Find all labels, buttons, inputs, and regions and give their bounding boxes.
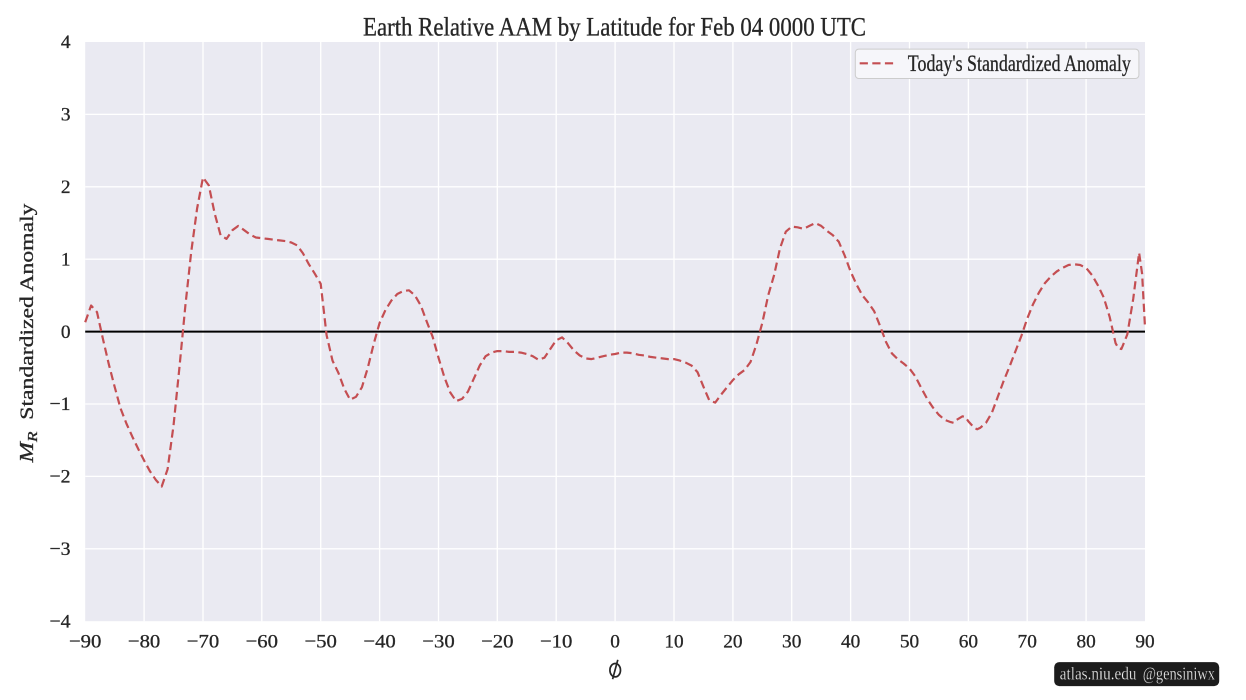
svg-text:−1: −1 xyxy=(50,394,71,415)
svg-text:10: 10 xyxy=(664,632,683,653)
svg-text:−60: −60 xyxy=(246,632,278,653)
svg-text:−40: −40 xyxy=(363,632,395,653)
svg-text:30: 30 xyxy=(782,632,801,653)
svg-text:20: 20 xyxy=(723,632,742,653)
svg-text:−90: −90 xyxy=(69,632,101,653)
svg-text:3: 3 xyxy=(61,105,71,126)
svg-text:−10: −10 xyxy=(540,632,572,653)
svg-text:@gensiniwx: @gensiniwx xyxy=(1143,663,1215,683)
svg-text:4: 4 xyxy=(61,32,71,53)
svg-text:40: 40 xyxy=(841,632,860,653)
svg-text:80: 80 xyxy=(1076,632,1095,653)
svg-text:2: 2 xyxy=(61,177,71,198)
svg-text:60: 60 xyxy=(959,632,978,653)
svg-text:−50: −50 xyxy=(305,632,337,653)
svg-text:−80: −80 xyxy=(128,632,160,653)
svg-text:MR Standardized Anomaly: MR Standardized Anomaly xyxy=(16,203,41,464)
svg-text:−2: −2 xyxy=(50,467,71,488)
svg-text:−20: −20 xyxy=(481,632,513,653)
svg-text:90: 90 xyxy=(1135,632,1154,653)
svg-text:70: 70 xyxy=(1018,632,1037,653)
svg-text:Today's Standardized Anomaly: Today's Standardized Anomaly xyxy=(908,51,1131,76)
svg-text:0: 0 xyxy=(610,632,620,653)
svg-text:Earth Relative AAM by Latitude: Earth Relative AAM by Latitude for Feb 0… xyxy=(363,12,866,41)
svg-text:−70: −70 xyxy=(187,632,219,653)
svg-text:0: 0 xyxy=(61,322,71,343)
svg-text:−4: −4 xyxy=(50,611,71,632)
svg-text:−3: −3 xyxy=(50,539,71,560)
svg-text:50: 50 xyxy=(900,632,919,653)
svg-text:1: 1 xyxy=(61,249,71,270)
svg-text:atlas.niu.edu: atlas.niu.edu xyxy=(1060,663,1137,683)
svg-text:−30: −30 xyxy=(422,632,454,653)
